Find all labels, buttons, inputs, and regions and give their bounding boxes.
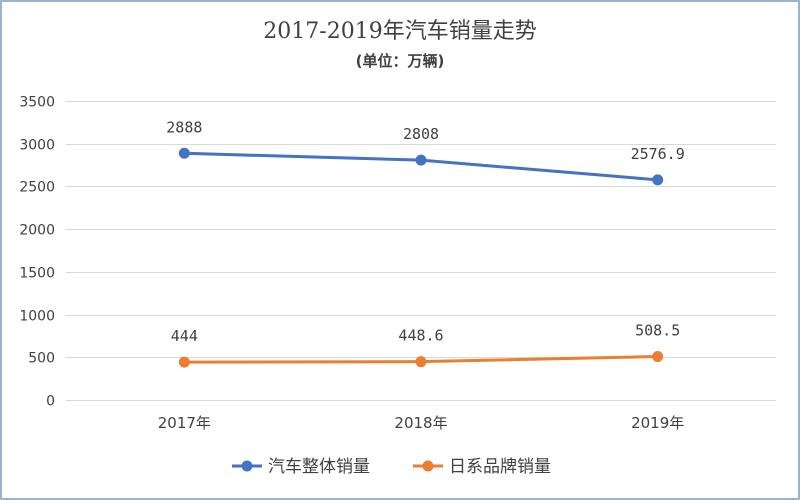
data-label: 508.5 (635, 322, 680, 340)
data-point (652, 351, 664, 363)
data-point (178, 356, 190, 368)
data-point (178, 147, 190, 159)
data-point (415, 356, 427, 368)
data-labels: 2888 2808 2576.9 444 448.6 508.5 (166, 118, 684, 345)
chart-subtitle: (单位：万辆) (356, 52, 445, 70)
y-tick-label: 0 (46, 394, 55, 410)
data-point (652, 174, 664, 186)
x-tick-label: 2018年 (394, 414, 447, 432)
y-tick-label: 500 (28, 351, 55, 367)
y-tick-label: 3000 (19, 138, 55, 154)
x-axis-labels: 2017年 2018年 2019年 (158, 414, 685, 432)
legend-label: 汽车整体销量 (268, 457, 370, 477)
legend: 汽车整体销量 日系品牌销量 (232, 457, 551, 477)
legend-label: 日系品牌销量 (449, 457, 551, 477)
y-tick-label: 1000 (19, 309, 55, 325)
y-tick-label: 3500 (19, 95, 55, 111)
data-point (415, 154, 427, 166)
y-tick-label: 2000 (19, 223, 55, 239)
data-label: 2808 (403, 125, 439, 143)
legend-marker-dot (241, 460, 253, 472)
x-tick-label: 2017年 (158, 414, 211, 432)
y-tick-label: 1500 (19, 266, 55, 282)
y-axis-labels: 0 500 1000 1500 2000 2500 3000 3500 (19, 95, 55, 410)
data-label: 2888 (166, 118, 202, 136)
legend-marker-dot (422, 460, 434, 472)
data-label: 448.6 (398, 327, 443, 345)
data-label: 2576.9 (631, 145, 685, 163)
y-tick-label: 2500 (19, 180, 55, 196)
series-layer (178, 147, 664, 368)
chart-title: 2017-2019年汽车销量走势 (263, 19, 536, 44)
legend-item-japanese-brand-sales: 日系品牌销量 (413, 457, 551, 477)
data-label: 444 (171, 327, 198, 345)
legend-item-overall-sales: 汽车整体销量 (232, 457, 370, 477)
x-tick-label: 2019年 (631, 414, 684, 432)
